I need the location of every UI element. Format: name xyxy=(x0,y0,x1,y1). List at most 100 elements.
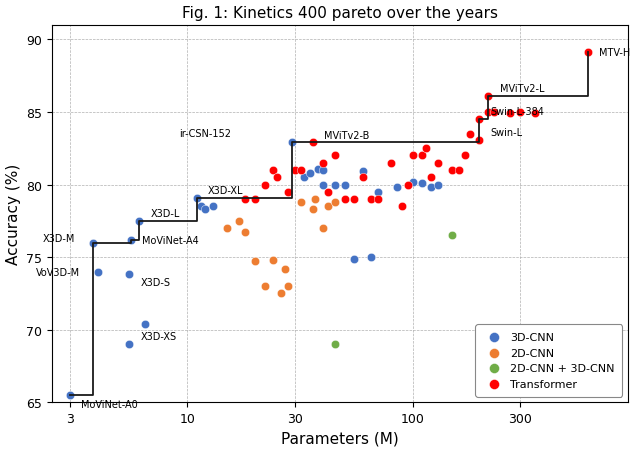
3D-CNN xyxy=(318,167,328,174)
Transformer xyxy=(290,167,300,174)
Transformer xyxy=(460,152,470,160)
Text: MViTv2-B: MViTv2-B xyxy=(324,130,369,140)
2D-CNN xyxy=(323,203,333,211)
Transformer xyxy=(272,174,282,181)
2D-CNN xyxy=(259,283,269,290)
3D-CNN xyxy=(134,218,144,225)
2D-CNN xyxy=(240,229,250,236)
Text: ir-CSN-152: ir-CSN-152 xyxy=(179,129,231,139)
Transformer xyxy=(530,110,540,118)
Transformer xyxy=(240,196,250,203)
Text: Swin-L-384: Swin-L-384 xyxy=(490,107,544,117)
X-axis label: Parameters (M): Parameters (M) xyxy=(281,431,399,446)
Transformer xyxy=(318,160,328,167)
Transformer xyxy=(483,93,493,101)
Transformer xyxy=(365,196,376,203)
Transformer xyxy=(417,152,427,160)
Transformer xyxy=(433,160,444,167)
Transformer xyxy=(454,167,464,174)
3D-CNN xyxy=(124,271,134,278)
2D-CNN xyxy=(280,266,290,273)
Transformer xyxy=(358,174,368,181)
Transformer xyxy=(505,110,515,118)
Transformer xyxy=(340,196,350,203)
3D-CNN xyxy=(426,184,436,192)
3D-CNN xyxy=(313,166,323,173)
3D-CNN xyxy=(191,194,202,202)
Transformer xyxy=(296,167,307,174)
Text: X3D-XS: X3D-XS xyxy=(140,331,177,341)
3D-CNN xyxy=(140,321,150,328)
Text: X3D-L: X3D-L xyxy=(150,208,180,218)
2D-CNN xyxy=(234,218,244,225)
Title: Fig. 1: Kinetics 400 pareto over the years: Fig. 1: Kinetics 400 pareto over the yea… xyxy=(182,5,498,20)
2D-CNN xyxy=(308,206,318,213)
Text: Swin-L: Swin-L xyxy=(490,127,522,137)
3D-CNN xyxy=(196,203,206,211)
3D-CNN xyxy=(340,181,350,189)
Transformer xyxy=(474,137,484,144)
Transformer xyxy=(403,181,413,189)
Text: VoV3D-M: VoV3D-M xyxy=(36,267,80,277)
Transformer xyxy=(515,109,525,116)
3D-CNN xyxy=(124,341,134,348)
3D-CNN xyxy=(299,174,309,181)
3D-CNN xyxy=(433,181,444,189)
Transformer xyxy=(426,174,436,181)
Transformer xyxy=(349,196,359,203)
3D-CNN xyxy=(358,169,368,176)
Text: X3D-M: X3D-M xyxy=(42,234,75,244)
3D-CNN xyxy=(88,239,98,247)
Transformer xyxy=(465,131,476,138)
Transformer xyxy=(250,196,260,203)
Transformer xyxy=(583,50,593,57)
2D-CNN xyxy=(250,258,260,266)
Transformer xyxy=(330,152,340,160)
2D-CNN xyxy=(330,199,340,206)
3D-CNN xyxy=(287,139,297,147)
3D-CNN xyxy=(417,180,427,187)
3D-CNN xyxy=(365,254,376,261)
2D-CNN xyxy=(310,196,321,203)
3D-CNN xyxy=(330,181,340,189)
2D-CNN xyxy=(222,225,232,232)
2D-CNN xyxy=(296,199,307,206)
3D-CNN xyxy=(408,179,418,186)
Transformer xyxy=(372,196,383,203)
Text: X3D-S: X3D-S xyxy=(140,278,170,288)
2D-CNN xyxy=(283,283,293,290)
Text: MoViNet-A4: MoViNet-A4 xyxy=(142,235,199,245)
3D-CNN xyxy=(305,170,315,177)
Transformer xyxy=(259,181,269,189)
Text: X3D-XL: X3D-XL xyxy=(208,185,244,195)
Transformer xyxy=(408,152,418,160)
Transformer xyxy=(489,109,499,116)
3D-CNN xyxy=(318,181,328,189)
Transformer xyxy=(308,139,318,147)
Y-axis label: Accuracy (%): Accuracy (%) xyxy=(6,164,20,265)
3D-CNN xyxy=(372,189,383,196)
3D-CNN xyxy=(349,255,359,262)
Transformer xyxy=(447,167,458,174)
Text: MViTv2-L: MViTv2-L xyxy=(500,84,544,94)
Transformer xyxy=(323,189,333,196)
2D-CNN xyxy=(276,290,286,297)
Transformer xyxy=(474,116,484,124)
Transformer xyxy=(421,145,431,152)
3D-CNN xyxy=(208,203,218,211)
2D-CNN + 3D-CNN xyxy=(447,232,458,239)
2D-CNN + 3D-CNN xyxy=(330,341,340,348)
3D-CNN xyxy=(392,184,402,192)
Text: MoViNet-A0: MoViNet-A0 xyxy=(81,400,138,410)
Legend: 3D-CNN, 2D-CNN, 2D-CNN + 3D-CNN, Transformer: 3D-CNN, 2D-CNN, 2D-CNN + 3D-CNN, Transfo… xyxy=(476,325,622,397)
2D-CNN xyxy=(318,225,328,232)
3D-CNN xyxy=(125,236,136,244)
2D-CNN xyxy=(268,257,278,264)
Transformer xyxy=(483,109,493,116)
3D-CNN xyxy=(93,268,103,276)
Transformer xyxy=(397,203,408,211)
3D-CNN xyxy=(200,206,211,213)
3D-CNN xyxy=(65,391,75,399)
Transformer xyxy=(268,167,278,174)
Transformer xyxy=(283,189,293,196)
